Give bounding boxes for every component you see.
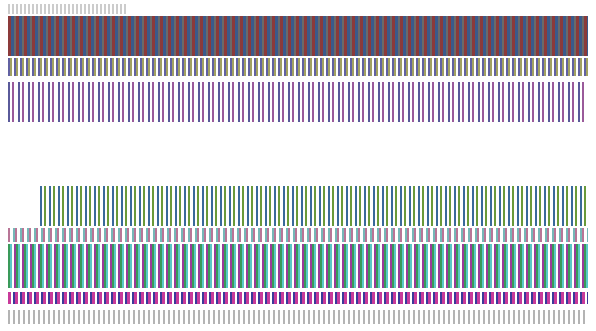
- illegible-footer-band: [8, 292, 588, 304]
- illegible-subheader-band: [8, 58, 588, 76]
- illegible-bottom-row: [8, 310, 588, 324]
- illegible-table-separator: [8, 228, 588, 242]
- illegible-table-header: [40, 186, 588, 226]
- illegible-top-label: [8, 4, 128, 14]
- illegible-table-body: [8, 244, 588, 288]
- illegible-row-band: [8, 82, 588, 122]
- blank-area: [0, 130, 596, 180]
- illegible-header-band: [8, 16, 588, 56]
